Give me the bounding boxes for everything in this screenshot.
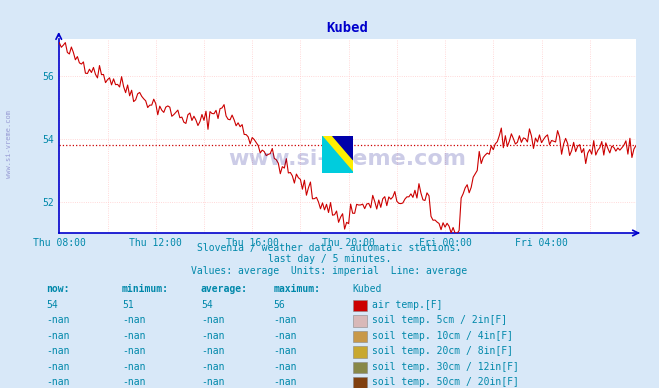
Text: Kubed: Kubed [353, 284, 382, 294]
Bar [353, 331, 367, 342]
Text: -nan: -nan [122, 315, 146, 325]
Polygon shape [333, 136, 353, 160]
Text: last day / 5 minutes.: last day / 5 minutes. [268, 254, 391, 264]
Text: -nan: -nan [201, 346, 225, 356]
Bar [353, 346, 367, 358]
Text: now:: now: [46, 284, 70, 294]
Text: -nan: -nan [46, 331, 70, 341]
Bar [353, 362, 367, 373]
Text: www.si-vreme.com: www.si-vreme.com [229, 149, 467, 169]
Text: 54: 54 [46, 300, 58, 310]
Text: -nan: -nan [201, 331, 225, 341]
Text: -nan: -nan [201, 377, 225, 387]
Text: 54: 54 [201, 300, 213, 310]
Text: -nan: -nan [273, 331, 297, 341]
Polygon shape [322, 136, 353, 173]
Text: 51: 51 [122, 300, 134, 310]
Text: Slovenia / weather data - automatic stations.: Slovenia / weather data - automatic stat… [197, 242, 462, 253]
Text: Values: average  Units: imperial  Line: average: Values: average Units: imperial Line: av… [191, 266, 468, 276]
Text: -nan: -nan [273, 362, 297, 372]
Text: -nan: -nan [122, 377, 146, 387]
Text: -nan: -nan [273, 315, 297, 325]
Text: soil temp. 10cm / 4in[F]: soil temp. 10cm / 4in[F] [372, 331, 513, 341]
Text: -nan: -nan [122, 346, 146, 356]
Text: -nan: -nan [46, 315, 70, 325]
Text: www.si-vreme.com: www.si-vreme.com [5, 109, 12, 178]
Text: -nan: -nan [46, 346, 70, 356]
Text: minimum:: minimum: [122, 284, 169, 294]
Text: -nan: -nan [122, 331, 146, 341]
Text: soil temp. 20cm / 8in[F]: soil temp. 20cm / 8in[F] [372, 346, 513, 356]
Bar [353, 315, 367, 327]
Title: Kubed: Kubed [327, 21, 368, 35]
Text: -nan: -nan [201, 362, 225, 372]
Text: 56: 56 [273, 300, 285, 310]
Bar [353, 300, 367, 311]
Text: soil temp. 50cm / 20in[F]: soil temp. 50cm / 20in[F] [372, 377, 519, 387]
Bar [353, 377, 367, 388]
Text: soil temp. 5cm / 2in[F]: soil temp. 5cm / 2in[F] [372, 315, 507, 325]
Text: -nan: -nan [201, 315, 225, 325]
Text: -nan: -nan [273, 346, 297, 356]
Text: -nan: -nan [46, 362, 70, 372]
Polygon shape [322, 136, 353, 173]
Text: maximum:: maximum: [273, 284, 320, 294]
Text: air temp.[F]: air temp.[F] [372, 300, 443, 310]
Text: -nan: -nan [122, 362, 146, 372]
Text: -nan: -nan [46, 377, 70, 387]
Text: -nan: -nan [273, 377, 297, 387]
Text: soil temp. 30cm / 12in[F]: soil temp. 30cm / 12in[F] [372, 362, 519, 372]
Text: average:: average: [201, 284, 248, 294]
